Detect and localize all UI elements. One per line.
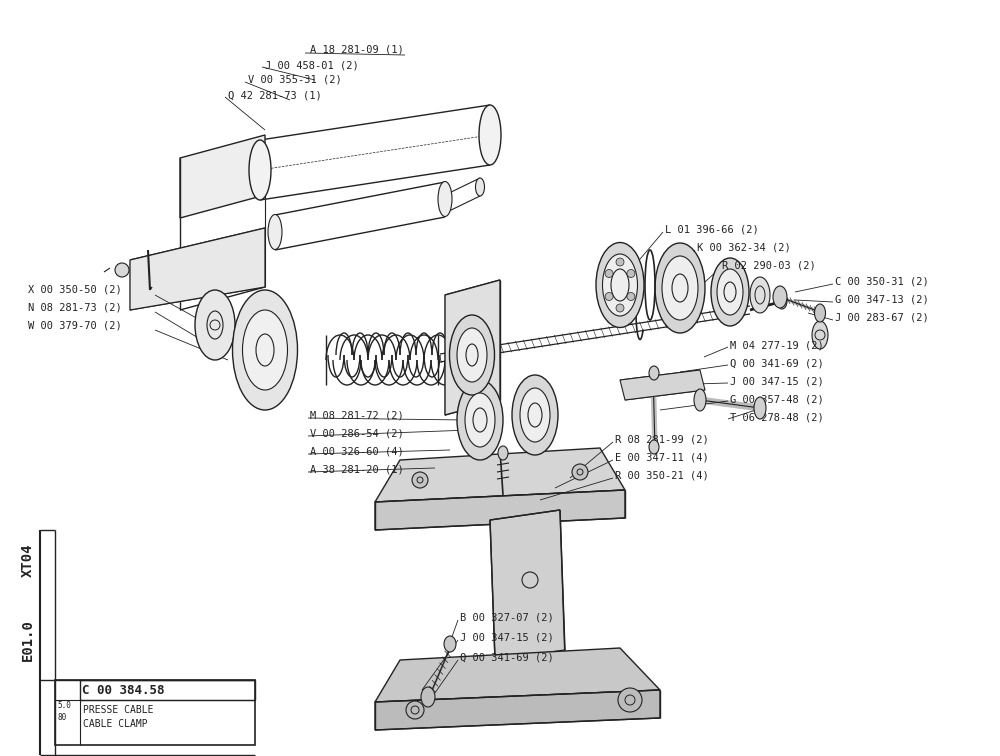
Text: W 00 379-70 (2): W 00 379-70 (2)	[28, 321, 122, 331]
Ellipse shape	[444, 636, 456, 652]
Polygon shape	[620, 370, 705, 400]
Polygon shape	[180, 135, 265, 218]
Ellipse shape	[457, 380, 503, 460]
Text: R 00 350-21 (4): R 00 350-21 (4)	[615, 471, 709, 481]
Text: Q 00 341-69 (2): Q 00 341-69 (2)	[730, 358, 824, 368]
Text: B 00 327-07 (2): B 00 327-07 (2)	[460, 613, 554, 623]
Text: E01.0: E01.0	[21, 619, 35, 661]
Ellipse shape	[655, 243, 705, 333]
Text: PRESSE CABLE: PRESSE CABLE	[83, 705, 154, 715]
Text: J 00 458-01 (2): J 00 458-01 (2)	[265, 60, 359, 70]
Ellipse shape	[479, 105, 501, 165]
Circle shape	[616, 258, 624, 266]
Circle shape	[618, 688, 642, 712]
Circle shape	[627, 269, 635, 277]
Ellipse shape	[476, 178, 484, 196]
Ellipse shape	[498, 446, 508, 460]
Text: XT04: XT04	[21, 544, 35, 577]
Ellipse shape	[814, 304, 826, 322]
Text: E 00 347-11 (4): E 00 347-11 (4)	[615, 453, 709, 463]
Text: T 06 278-48 (2): T 06 278-48 (2)	[730, 412, 824, 422]
Ellipse shape	[195, 290, 235, 360]
Ellipse shape	[596, 243, 644, 327]
Ellipse shape	[777, 293, 787, 309]
Ellipse shape	[602, 254, 638, 316]
Text: R 08 281-99 (2): R 08 281-99 (2)	[615, 435, 709, 445]
Text: C 00 350-31 (2): C 00 350-31 (2)	[835, 277, 929, 287]
Ellipse shape	[249, 140, 271, 200]
Circle shape	[406, 701, 424, 719]
Text: X 00 350-50 (2): X 00 350-50 (2)	[28, 285, 122, 295]
Text: CABLE CLAMP: CABLE CLAMP	[83, 719, 148, 729]
Polygon shape	[445, 280, 500, 415]
Polygon shape	[130, 228, 265, 310]
Text: V 00 286-54 (2): V 00 286-54 (2)	[310, 428, 404, 438]
Ellipse shape	[662, 256, 698, 320]
Polygon shape	[490, 510, 565, 660]
Text: G 00 357-48 (2): G 00 357-48 (2)	[730, 394, 824, 404]
Ellipse shape	[812, 321, 828, 349]
Text: K 00 362-34 (2): K 00 362-34 (2)	[697, 243, 791, 253]
Circle shape	[616, 304, 624, 312]
Text: V 00 355-31 (2): V 00 355-31 (2)	[248, 75, 342, 85]
Circle shape	[412, 472, 428, 488]
Text: A 18 281-09 (1): A 18 281-09 (1)	[310, 45, 404, 55]
Text: J 00 283-67 (2): J 00 283-67 (2)	[835, 313, 929, 323]
Text: 5.0: 5.0	[57, 702, 71, 711]
Text: L 01 396-66 (2): L 01 396-66 (2)	[665, 225, 759, 235]
Polygon shape	[375, 490, 625, 530]
Bar	[80, 680, 255, 700]
Circle shape	[605, 269, 613, 277]
Polygon shape	[375, 648, 660, 702]
Ellipse shape	[242, 310, 288, 390]
Text: Q 00 341-69 (2): Q 00 341-69 (2)	[460, 653, 554, 663]
Ellipse shape	[649, 440, 659, 454]
Ellipse shape	[717, 269, 743, 315]
Polygon shape	[375, 448, 625, 502]
Ellipse shape	[268, 215, 282, 249]
Text: M 04 277-19 (2): M 04 277-19 (2)	[730, 340, 824, 350]
Ellipse shape	[512, 375, 558, 455]
Text: 80: 80	[57, 714, 66, 723]
Circle shape	[115, 263, 129, 277]
Circle shape	[572, 464, 588, 480]
Text: J 00 347-15 (2): J 00 347-15 (2)	[460, 633, 554, 643]
Ellipse shape	[450, 315, 494, 395]
Text: N 08 281-73 (2): N 08 281-73 (2)	[28, 303, 122, 313]
Ellipse shape	[754, 397, 766, 419]
Ellipse shape	[773, 286, 787, 308]
Ellipse shape	[711, 258, 749, 326]
Text: A 38 281-20 (1): A 38 281-20 (1)	[310, 464, 404, 474]
Ellipse shape	[520, 388, 550, 442]
Text: A 00 326-60 (4): A 00 326-60 (4)	[310, 446, 404, 456]
Circle shape	[627, 293, 635, 300]
Text: J 00 347-15 (2): J 00 347-15 (2)	[730, 376, 824, 386]
Circle shape	[605, 293, 613, 300]
Ellipse shape	[649, 366, 659, 380]
Text: M 08 281-72 (2): M 08 281-72 (2)	[310, 410, 404, 420]
Bar	[55, 680, 255, 745]
Ellipse shape	[694, 389, 706, 411]
Ellipse shape	[750, 277, 770, 313]
Ellipse shape	[438, 181, 452, 216]
Polygon shape	[375, 690, 660, 730]
Text: Q 42 281-73 (1): Q 42 281-73 (1)	[228, 90, 322, 100]
Text: C 00 384.58: C 00 384.58	[82, 683, 164, 696]
Ellipse shape	[232, 290, 298, 410]
Text: G 00 347-13 (2): G 00 347-13 (2)	[835, 295, 929, 305]
Ellipse shape	[421, 687, 435, 707]
Ellipse shape	[457, 328, 487, 382]
Ellipse shape	[465, 393, 495, 447]
Text: R 02 290-03 (2): R 02 290-03 (2)	[722, 261, 816, 271]
